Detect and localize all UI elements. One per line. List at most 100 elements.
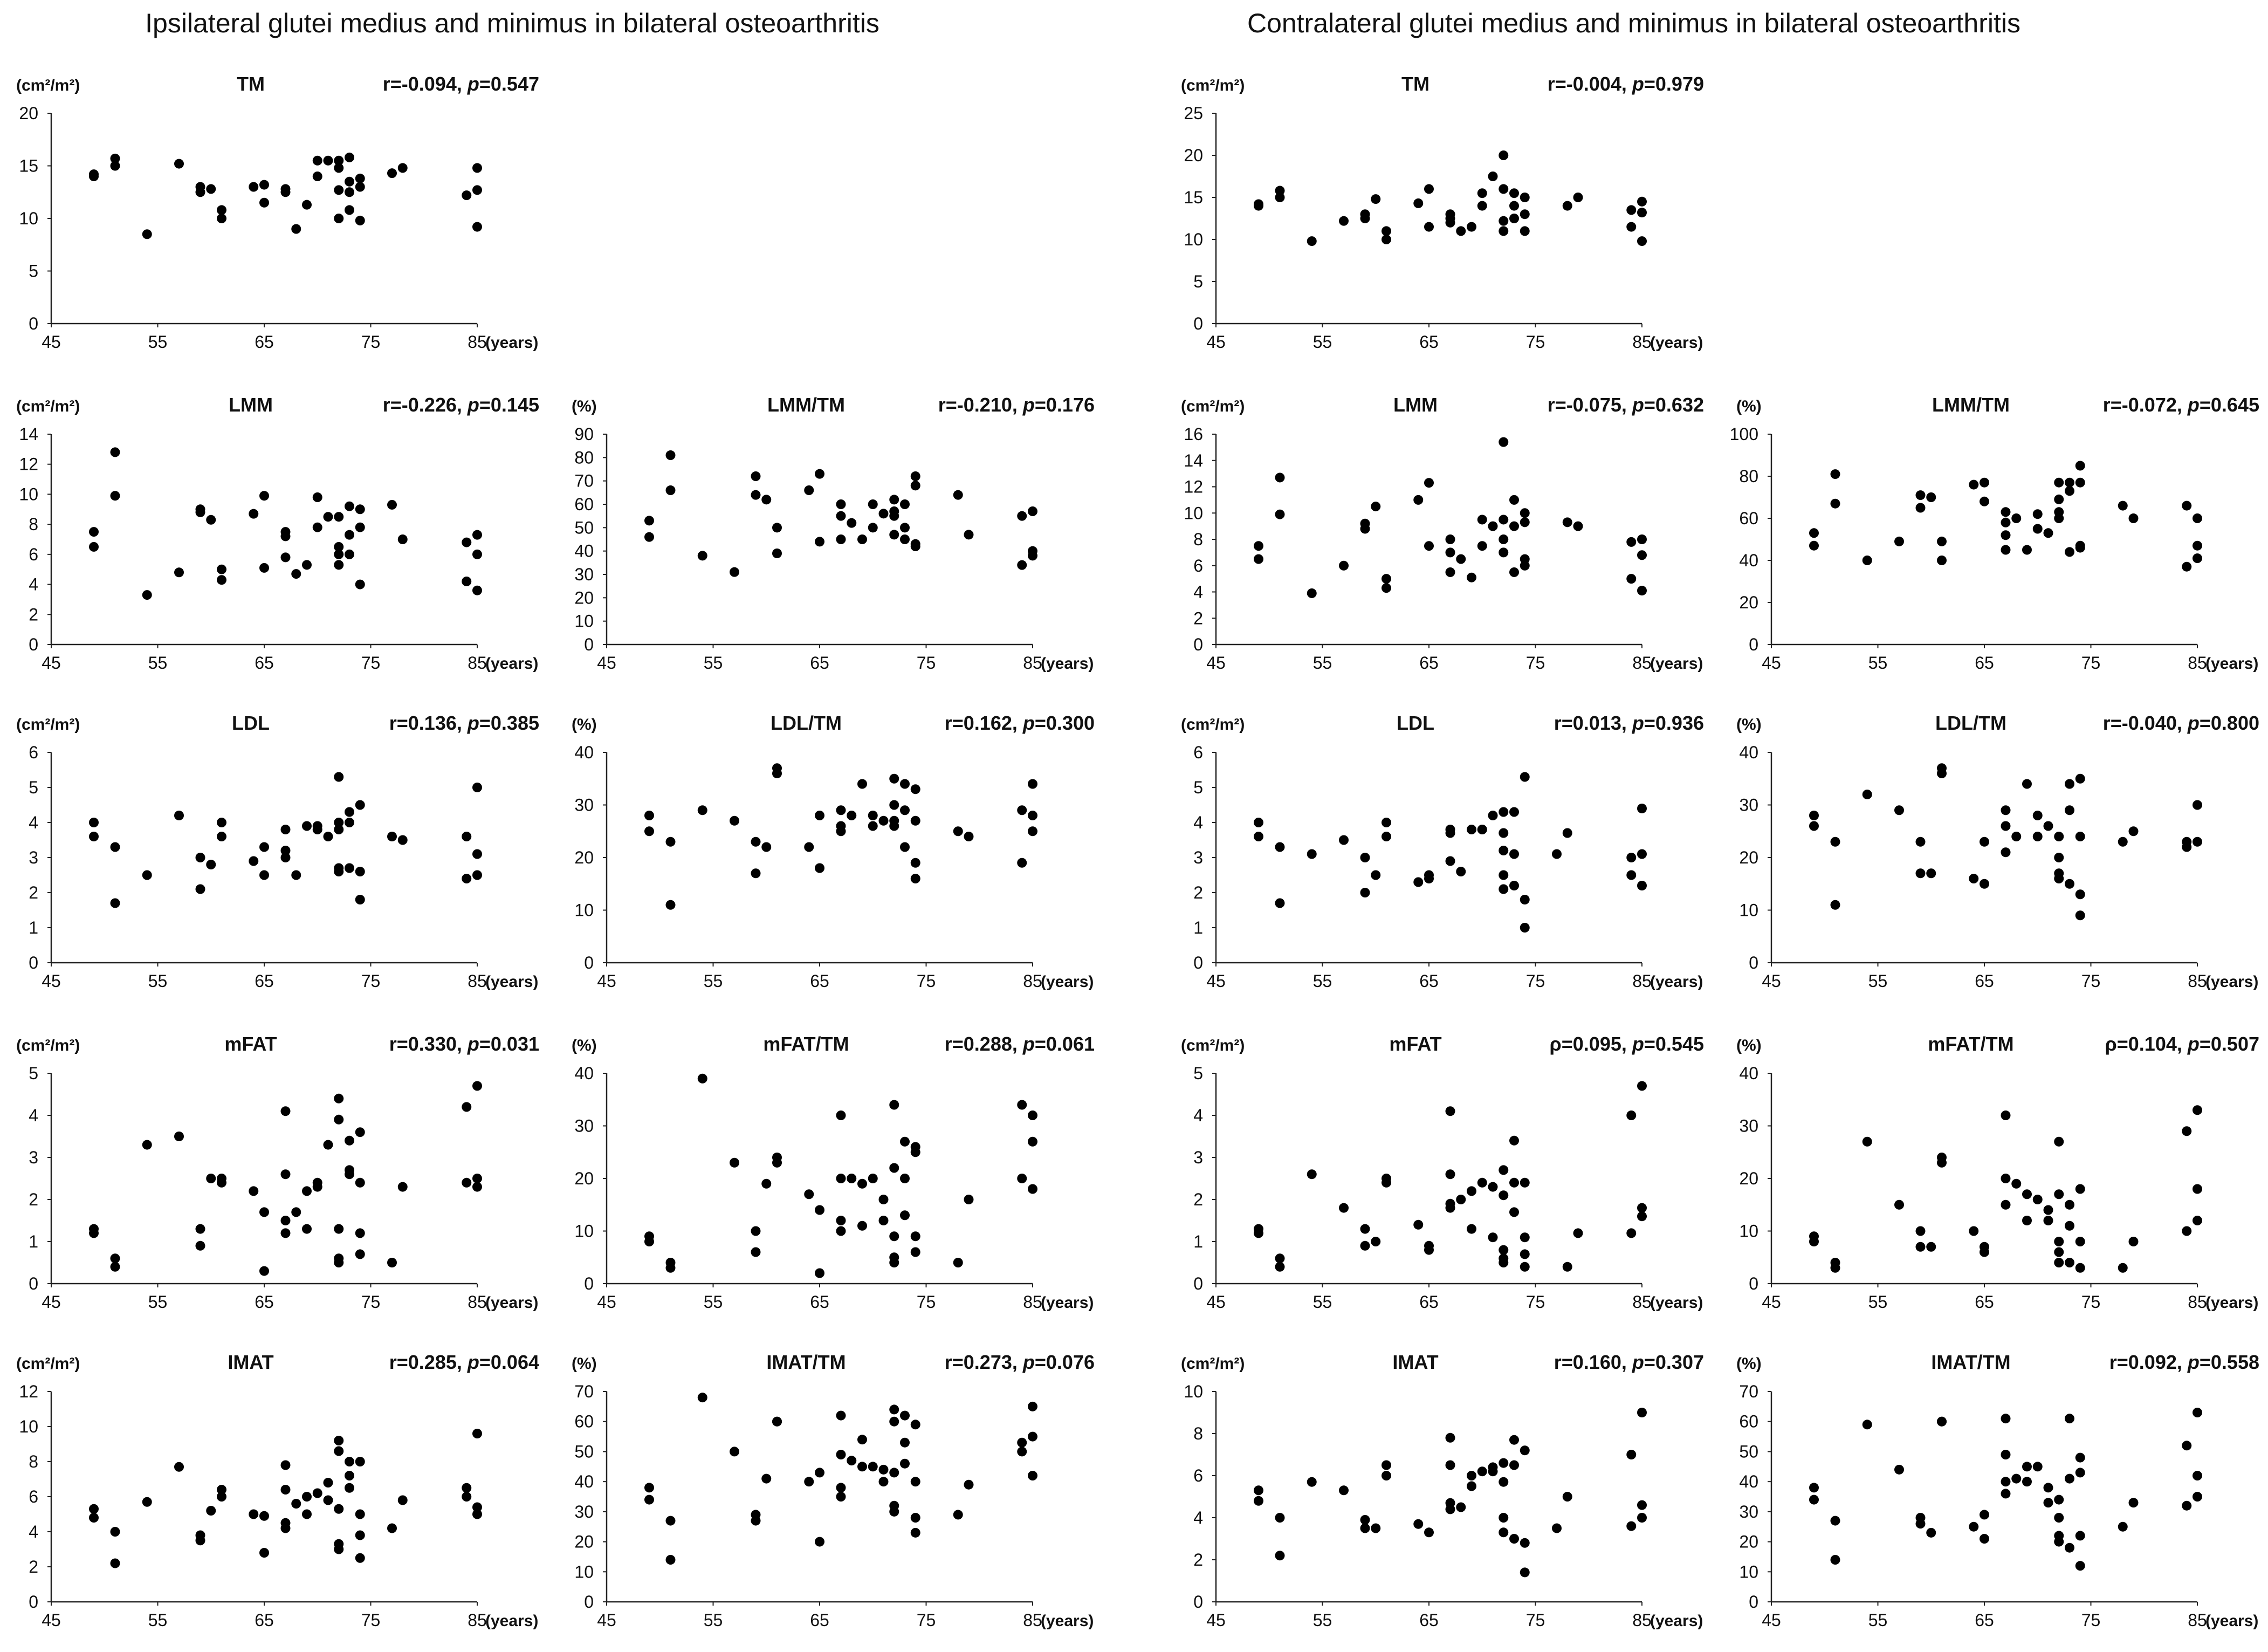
y-tick-label: 40 <box>1739 1064 1758 1083</box>
data-point <box>1894 536 1904 546</box>
data-point <box>1509 849 1519 859</box>
data-point <box>1382 818 1391 827</box>
data-point <box>1017 858 1027 868</box>
data-point <box>857 779 867 789</box>
data-point <box>836 1450 846 1459</box>
data-point <box>1360 1224 1370 1234</box>
data-point <box>1382 1460 1391 1470</box>
data-point <box>259 491 269 501</box>
data-point <box>815 811 824 820</box>
data-point <box>730 1157 739 1168</box>
data-point <box>259 842 269 852</box>
data-point <box>2054 1237 2064 1246</box>
data-point <box>472 1429 482 1438</box>
stat-p-value: =0.545 <box>1644 1033 1704 1055</box>
y-tick-label: 4 <box>1193 1106 1203 1125</box>
y-tick-label: 2 <box>1193 608 1203 628</box>
y-tick-label: 6 <box>29 545 38 564</box>
data-point <box>1862 1136 1872 1147</box>
data-point <box>1520 560 1530 571</box>
data-point <box>1360 1523 1370 1533</box>
data-point <box>334 1093 344 1103</box>
data-point <box>1637 1081 1647 1091</box>
data-point <box>836 534 846 544</box>
y-tick-label: 1 <box>29 918 38 937</box>
y-tick-label: 0 <box>584 1274 594 1293</box>
data-point <box>1339 1485 1349 1496</box>
data-point <box>2001 1414 2011 1424</box>
data-point <box>1926 868 1936 879</box>
stat-coefficient: r=0.162, <box>945 712 1023 734</box>
data-point <box>1307 1477 1317 1487</box>
data-point <box>334 772 344 782</box>
data-point <box>2001 805 2011 815</box>
stat-coefficient: r=0.273, <box>945 1351 1023 1373</box>
data-point <box>2001 545 2011 555</box>
data-point <box>345 1135 354 1146</box>
x-tick-label: 65 <box>1975 653 1994 673</box>
data-point <box>1424 222 1434 232</box>
data-point <box>2193 1471 2202 1480</box>
x-axis-label: (years) <box>1041 655 1094 673</box>
data-point <box>2054 1495 2064 1505</box>
x-tick-label: 65 <box>255 653 274 673</box>
y-tick-label: 4 <box>1193 1508 1203 1527</box>
x-tick-label: 45 <box>597 971 616 991</box>
y-tick-label: 60 <box>574 495 594 514</box>
data-point <box>249 856 259 866</box>
data-point <box>110 1558 120 1568</box>
data-point <box>312 155 322 166</box>
data-point <box>2054 1258 2064 1267</box>
x-tick-label: 55 <box>704 1292 723 1312</box>
y-tick-label: 6 <box>29 1487 38 1506</box>
data-point <box>889 530 899 540</box>
data-point <box>2065 477 2074 488</box>
data-point <box>1509 1460 1519 1470</box>
data-point <box>665 1516 676 1526</box>
data-point <box>472 163 482 173</box>
data-point <box>1830 837 1840 847</box>
data-point <box>1626 853 1637 862</box>
y-tick-label: 70 <box>1739 1382 1758 1401</box>
data-point <box>195 1536 205 1546</box>
data-point <box>1307 1169 1317 1180</box>
x-tick-label: 75 <box>1526 332 1545 352</box>
data-point <box>355 1127 365 1137</box>
data-point <box>312 522 322 532</box>
x-tick-label: 85 <box>468 1292 487 1312</box>
data-point <box>1562 1492 1572 1502</box>
data-point <box>2032 524 2043 534</box>
chart-title: IMAT/TM <box>766 1351 846 1373</box>
data-point <box>2065 1258 2074 1267</box>
data-point <box>2075 1561 2085 1571</box>
y-tick-label: 2 <box>29 883 38 902</box>
data-point <box>1573 521 1583 531</box>
data-point <box>1360 853 1370 862</box>
y-tick-label: 1 <box>1193 1232 1203 1251</box>
data-point <box>323 832 333 841</box>
stat-coefficient: r=0.285, <box>389 1351 468 1373</box>
data-point <box>1028 1471 1037 1480</box>
data-point <box>1926 1527 1936 1538</box>
scatter-ipsi-ldl-tm: (%) LDL/TM r=0.162, p=0.300 45 55 65 75 85(year… <box>572 712 1095 991</box>
x-tick-label: 75 <box>1526 1610 1545 1630</box>
y-tick-label: 2 <box>1193 883 1203 902</box>
data-point <box>355 173 365 183</box>
x-tick-label: 55 <box>704 971 723 991</box>
data-point <box>280 531 291 541</box>
chart-title: LMM <box>1393 394 1438 416</box>
data-point <box>323 155 333 166</box>
data-point <box>397 1495 408 1505</box>
y-tick-label: 0 <box>1193 635 1203 654</box>
data-point <box>355 504 365 515</box>
data-point <box>697 1073 707 1084</box>
data-point <box>815 469 824 479</box>
data-point <box>323 1140 333 1150</box>
data-point <box>1509 188 1519 198</box>
x-tick-label: 45 <box>42 971 61 991</box>
data-point <box>665 450 676 460</box>
x-tick-label: 65 <box>255 971 274 991</box>
data-point <box>910 1513 920 1523</box>
data-point <box>1637 196 1647 207</box>
data-point <box>804 485 814 495</box>
